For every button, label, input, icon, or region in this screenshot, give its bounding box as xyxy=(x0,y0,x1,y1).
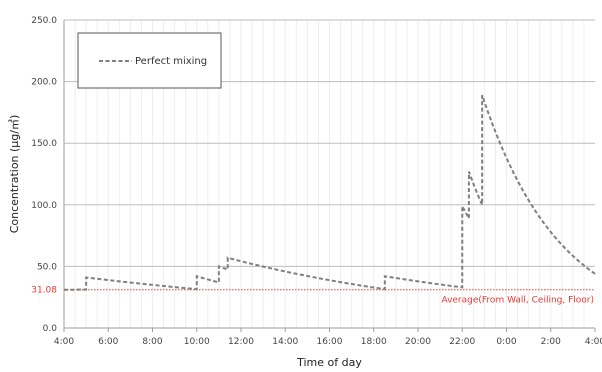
y-tick-label: 50.0 xyxy=(37,262,57,272)
y-tick-labels: 0.0 50.0 100.0 150.0 200.0 250.0 xyxy=(31,16,57,334)
x-tick-label: 8:00 xyxy=(142,337,162,347)
x-tick-label: 2:00 xyxy=(541,337,561,347)
x-tick-label: 20:00 xyxy=(405,337,431,347)
x-tick-label: 18:00 xyxy=(361,337,387,347)
y-tick-label: 100.0 xyxy=(31,201,57,211)
average-line-label: Average(From Wall, Ceiling, Floor) xyxy=(441,296,594,306)
legend: Perfect mixing xyxy=(77,32,222,89)
x-tick-label: 10:00 xyxy=(184,337,210,347)
x-tick-label: 12:00 xyxy=(228,337,254,347)
y-tick-label: 200.0 xyxy=(31,78,57,88)
x-tick-label: 22:00 xyxy=(449,337,475,347)
horizontal-gridlines xyxy=(64,19,595,267)
legend-label: Perfect mixing xyxy=(135,56,207,67)
x-tick-label: 6:00 xyxy=(98,337,118,347)
y-tick-label: 0.0 xyxy=(43,324,58,334)
x-tick-label: 14:00 xyxy=(272,337,298,347)
y-axis-title: Concentration (µg/㎥) xyxy=(8,115,21,234)
series-line-perfect-mixing xyxy=(63,94,596,291)
average-value-label: 31.08 xyxy=(31,286,57,296)
x-tick-label: 0:00 xyxy=(496,337,516,347)
x-tick-label: 4:00 xyxy=(585,337,602,347)
x-tick-labels: 4:00 6:00 8:00 10:00 12:00 14:00 16:00 18:00 20:… xyxy=(54,328,602,347)
x-tick-label: 16:00 xyxy=(317,337,343,347)
y-tick-label: 250.0 xyxy=(31,16,57,26)
x-tick-label: 4:00 xyxy=(54,337,74,347)
y-tick-label: 150.0 xyxy=(31,139,57,149)
x-axis-title: Time of day xyxy=(296,356,362,369)
